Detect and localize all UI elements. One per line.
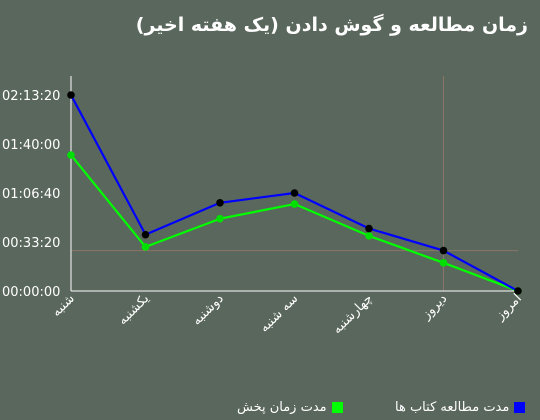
- x-tick-label: چهارشنبه: [330, 291, 376, 337]
- crosshair: [71, 76, 518, 291]
- legend-swatch-read: [514, 402, 526, 413]
- data-point-listen[interactable]: [216, 214, 224, 223]
- y-tick-label: 00:00:00: [2, 285, 60, 300]
- data-point-read[interactable]: [141, 230, 150, 239]
- legend-item-listen[interactable]: مدت زمان پخش: [237, 400, 343, 415]
- data-point-listen[interactable]: [141, 243, 150, 251]
- y-tick-label: 01:40:00: [2, 138, 60, 153]
- x-tick-label: دیروز: [418, 291, 450, 323]
- y-tick-label: 01:06:40: [2, 187, 60, 202]
- data-point-read[interactable]: [67, 91, 75, 99]
- data-point-listen[interactable]: [67, 151, 75, 159]
- x-tick-label: یکشنبه: [115, 291, 152, 328]
- data-point-read[interactable]: [439, 246, 448, 255]
- chart-legend: مدت مطالعه کتاب ها مدت زمان پخش: [0, 400, 540, 420]
- data-point-read[interactable]: [290, 189, 299, 197]
- line-chart: 00:00:00 00:33:20 01:06:40 01:40:00 02:13:20…: [2, 76, 525, 337]
- legend-label-read: مدت مطالعه کتاب ها: [395, 400, 510, 415]
- legend-item-read[interactable]: مدت مطالعه کتاب ها: [395, 400, 526, 415]
- data-point-listen[interactable]: [365, 232, 373, 240]
- x-tick-label: امروز: [492, 291, 525, 324]
- series-points: [67, 91, 522, 295]
- chart-title: زمان مطالعه و گوش دادن (یک هفته اخیر): [135, 14, 528, 36]
- y-axis-tick-labels: 00:00:00 00:33:20 01:06:40 01:40:00 02:13:20: [2, 89, 60, 300]
- data-point-read[interactable]: [365, 224, 373, 233]
- data-point-read[interactable]: [514, 287, 522, 295]
- data-point-listen[interactable]: [290, 200, 299, 208]
- data-point-listen[interactable]: [439, 259, 448, 267]
- y-tick-label: 02:13:20: [2, 89, 60, 104]
- data-point-read[interactable]: [216, 199, 224, 207]
- x-tick-label: سه شنبه: [257, 291, 301, 335]
- legend-swatch-listen: [331, 402, 343, 413]
- legend-label-listen: مدت زمان پخش: [237, 400, 327, 415]
- x-axis-tick-labels: شنبه یکشنبه دوشنبه سه شنبه چهارشنبه دیروز امرو…: [49, 291, 525, 337]
- y-tick-label: 00:33:20: [2, 236, 60, 251]
- x-tick-label: دوشنبه: [190, 291, 227, 328]
